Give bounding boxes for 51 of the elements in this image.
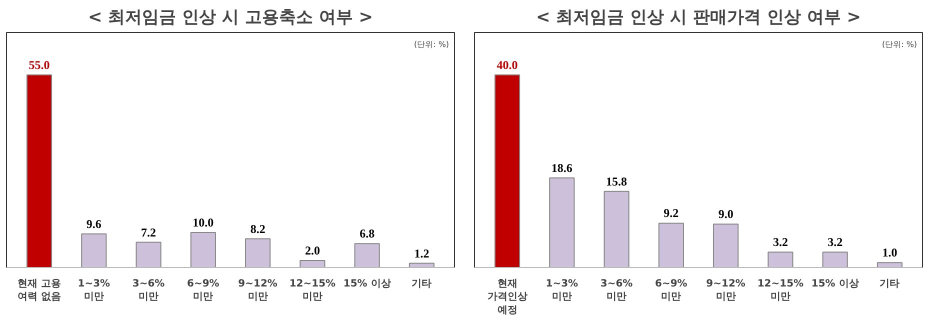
bar (190, 232, 216, 268)
data-label: 3.2 (772, 235, 788, 250)
x-tick-label: 1~3% 미만 (546, 278, 578, 303)
x-tick-label: 3~6% 미만 (132, 278, 165, 303)
x-tick-label: 12~15% 미만 (757, 278, 804, 303)
x-tick-label: 현재 가격인상 예정 (487, 278, 528, 316)
data-label: 40.0 (496, 58, 518, 72)
data-label: 7.2 (141, 225, 156, 240)
bar (245, 238, 271, 268)
data-label: 9.0 (718, 207, 734, 222)
chart-title: < 최저임금 인상 시 고용축소 여부 > (88, 8, 373, 28)
x-tick-label: 기타 (880, 278, 900, 290)
text: (단위: %) (882, 40, 918, 50)
bar (300, 260, 326, 268)
x-tick-label: 12~15% 미만 (289, 278, 336, 303)
bar (81, 233, 107, 268)
data-label: 15.8 (606, 174, 628, 188)
data-label: 9.2 (664, 206, 679, 220)
text: (단위: %) (414, 40, 450, 50)
chart-title: < 최저임금 인상 시 판매가격 인상 여부 > (536, 8, 861, 28)
x-tick-label: 3~6% 미만 (600, 278, 633, 303)
x-tick-label: 6~9% 미만 (655, 278, 688, 303)
data-label: 8.2 (250, 222, 266, 236)
data-label: 3.2 (828, 235, 843, 250)
data-label: 1.0 (882, 246, 898, 260)
x-tick-label: 15% 이상 (343, 278, 391, 290)
data-label: 2.0 (304, 243, 320, 258)
data-label: 18.6 (551, 160, 572, 175)
bar (354, 243, 380, 268)
x-tick-label: 6~9% 미만 (187, 278, 220, 303)
bar (713, 224, 739, 268)
x-tick-label: 1~3% 미만 (78, 278, 110, 303)
x-tick-label: 15% 이상 (811, 278, 859, 290)
bar (136, 242, 162, 268)
x-tick-label: 9~12% 미만 (706, 278, 746, 303)
bar (604, 190, 630, 268)
bar (876, 262, 903, 268)
x-tick-label: 9~12% 미만 (238, 278, 278, 303)
bar (26, 74, 52, 268)
bar (658, 222, 684, 268)
bar (768, 252, 794, 268)
bar (494, 74, 520, 268)
bar (822, 252, 848, 268)
data-label: 6.8 (360, 226, 375, 241)
data-label: 1.2 (414, 246, 430, 260)
data-label: 9.6 (86, 216, 102, 231)
x-tick-label: 현재 고용 여력 없음 (18, 278, 62, 303)
data-label: 55.0 (28, 58, 50, 72)
x-tick-label: 기타 (412, 278, 432, 290)
bar (549, 177, 575, 268)
data-label: 10.0 (192, 215, 214, 230)
